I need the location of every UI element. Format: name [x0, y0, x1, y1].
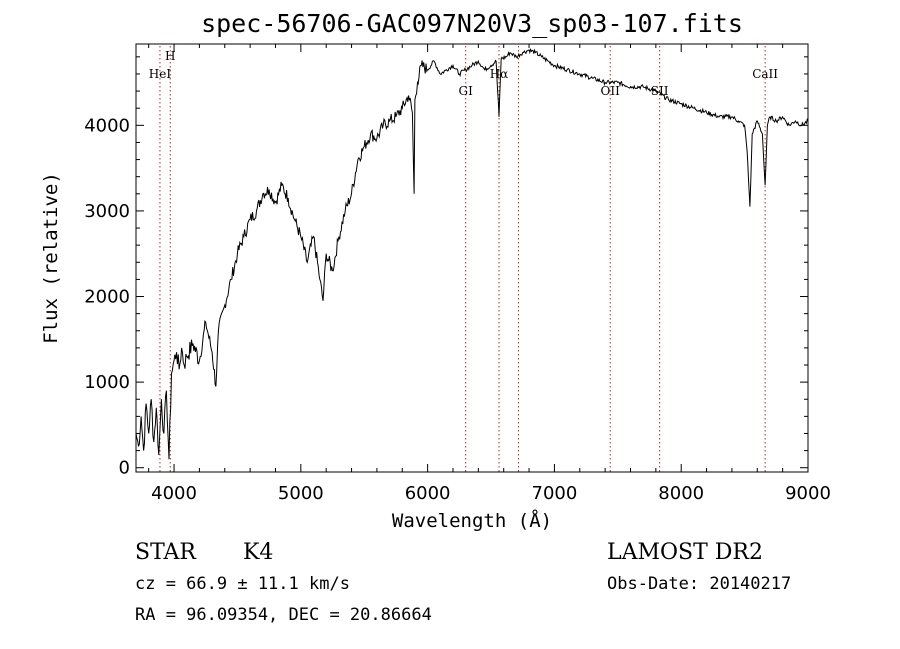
y-tick-label: 1000 — [84, 372, 130, 393]
object-type: STAR — [135, 540, 197, 565]
x-tick-label: 5000 — [278, 483, 324, 504]
x-tick-label: 6000 — [405, 483, 451, 504]
spectrum-line — [135, 47, 809, 460]
y-tick-label: 3000 — [84, 201, 130, 222]
object-subclass: K4 — [243, 540, 273, 565]
spectral-line-label: H — [165, 49, 175, 63]
spectral-line-label: Hα — [490, 67, 509, 81]
observation-date: Obs-Date: 20140217 — [607, 574, 791, 594]
x-tick-label: 8000 — [658, 483, 704, 504]
redshift-readout: cz = 66.9 ± 11.1 km/s — [135, 574, 350, 594]
x-axis-label: Wavelength (Å) — [392, 509, 552, 532]
survey-name: LAMOST DR2 — [607, 540, 763, 565]
x-tick-label: 9000 — [785, 483, 831, 504]
spectrum-series — [135, 47, 809, 460]
plot-frame — [135, 43, 809, 473]
y-tick-label: 0 — [119, 458, 130, 479]
y-axis-label: Flux (relative) — [40, 172, 62, 344]
spectral-line-label: CaII — [752, 67, 778, 81]
x-tick-label: 4000 — [151, 483, 197, 504]
coordinates-readout: RA = 96.09354, DEC = 20.86664 — [135, 605, 432, 625]
chart-title: spec-56706-GAC097N20V3_sp03-107.fits — [201, 9, 743, 38]
spectral-line-label: HeI — [149, 67, 172, 81]
axis-ticks: 4000 5000 6000 7000 8000 9000 0 1000 2000 3000 400… — [84, 44, 831, 504]
spectral-line-label: GI — [458, 84, 473, 98]
x-tick-label: 7000 — [532, 483, 578, 504]
y-tick-label: 2000 — [84, 287, 130, 308]
spectral-line-label: OII — [601, 84, 621, 98]
y-tick-label: 4000 — [84, 115, 130, 136]
